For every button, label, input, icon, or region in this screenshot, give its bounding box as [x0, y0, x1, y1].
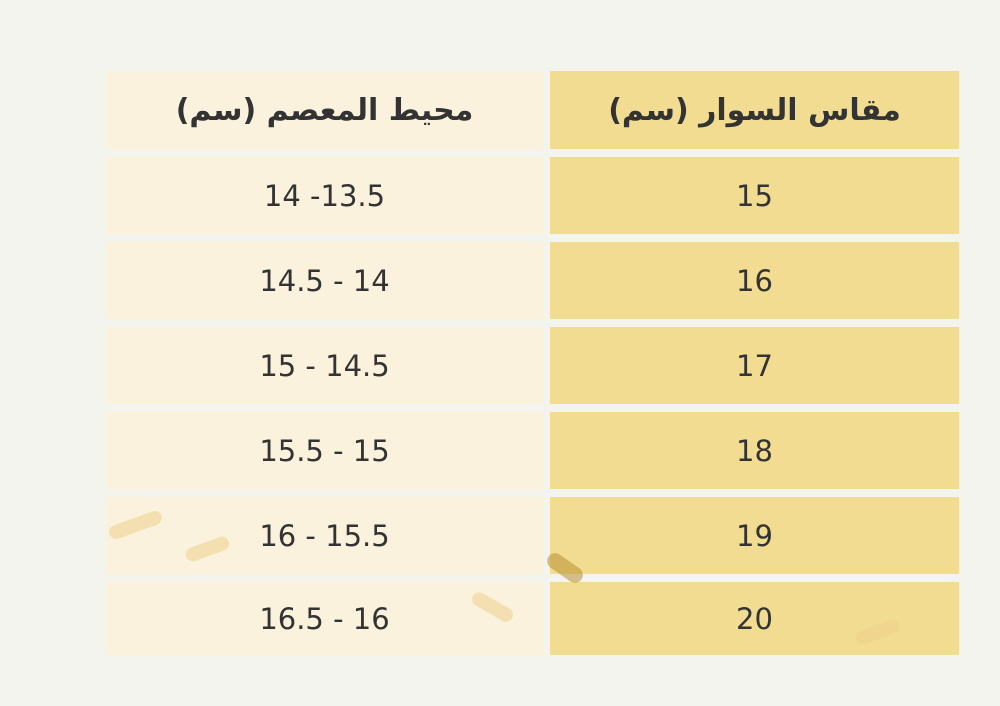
- wrist-circumference-cell: 16 - 15.5: [106, 497, 543, 574]
- bracelet-size-cell: 19: [550, 497, 959, 574]
- wrist-circumference-cell: 16.5 - 16: [106, 582, 543, 655]
- wrist-circumference-value: 14 -13.5: [263, 178, 386, 213]
- bracelet-size-value: 15: [736, 178, 773, 213]
- wrist-circumference-cell: 15 - 14.5: [106, 327, 543, 404]
- wrist-circumference-cell: 14 -13.5: [106, 157, 543, 234]
- wrist-circumference-value: 16.5 - 16: [259, 601, 390, 636]
- bracelet-size-value: 19: [736, 518, 773, 553]
- header-wrist-circumference: محيط المعصم (سم): [106, 71, 543, 149]
- wrist-circumference-value: 15.5 - 15: [259, 433, 390, 468]
- bracelet-size-cell: 18: [550, 412, 959, 489]
- bracelet-size-cell: 16: [550, 242, 959, 319]
- wrist-circumference-value: 14.5 - 14: [259, 263, 390, 298]
- bracelet-size-value: 18: [736, 433, 773, 468]
- bracelet-size-cell: 17: [550, 327, 959, 404]
- wrist-circumference-cell: 15.5 - 15: [106, 412, 543, 489]
- wrist-circumference-value: 16 - 15.5: [259, 518, 390, 553]
- bracelet-size-value: 20: [736, 601, 773, 636]
- bracelet-size-value: 16: [736, 263, 773, 298]
- wrist-circumference-value: 15 - 14.5: [259, 348, 390, 383]
- bracelet-size-cell: 15: [550, 157, 959, 234]
- header-bracelet-size: مقاس السوار (سم): [550, 71, 959, 149]
- bracelet-size-cell: 20: [550, 582, 959, 655]
- bracelet-size-value: 17: [736, 348, 773, 383]
- wrist-circumference-cell: 14.5 - 14: [106, 242, 543, 319]
